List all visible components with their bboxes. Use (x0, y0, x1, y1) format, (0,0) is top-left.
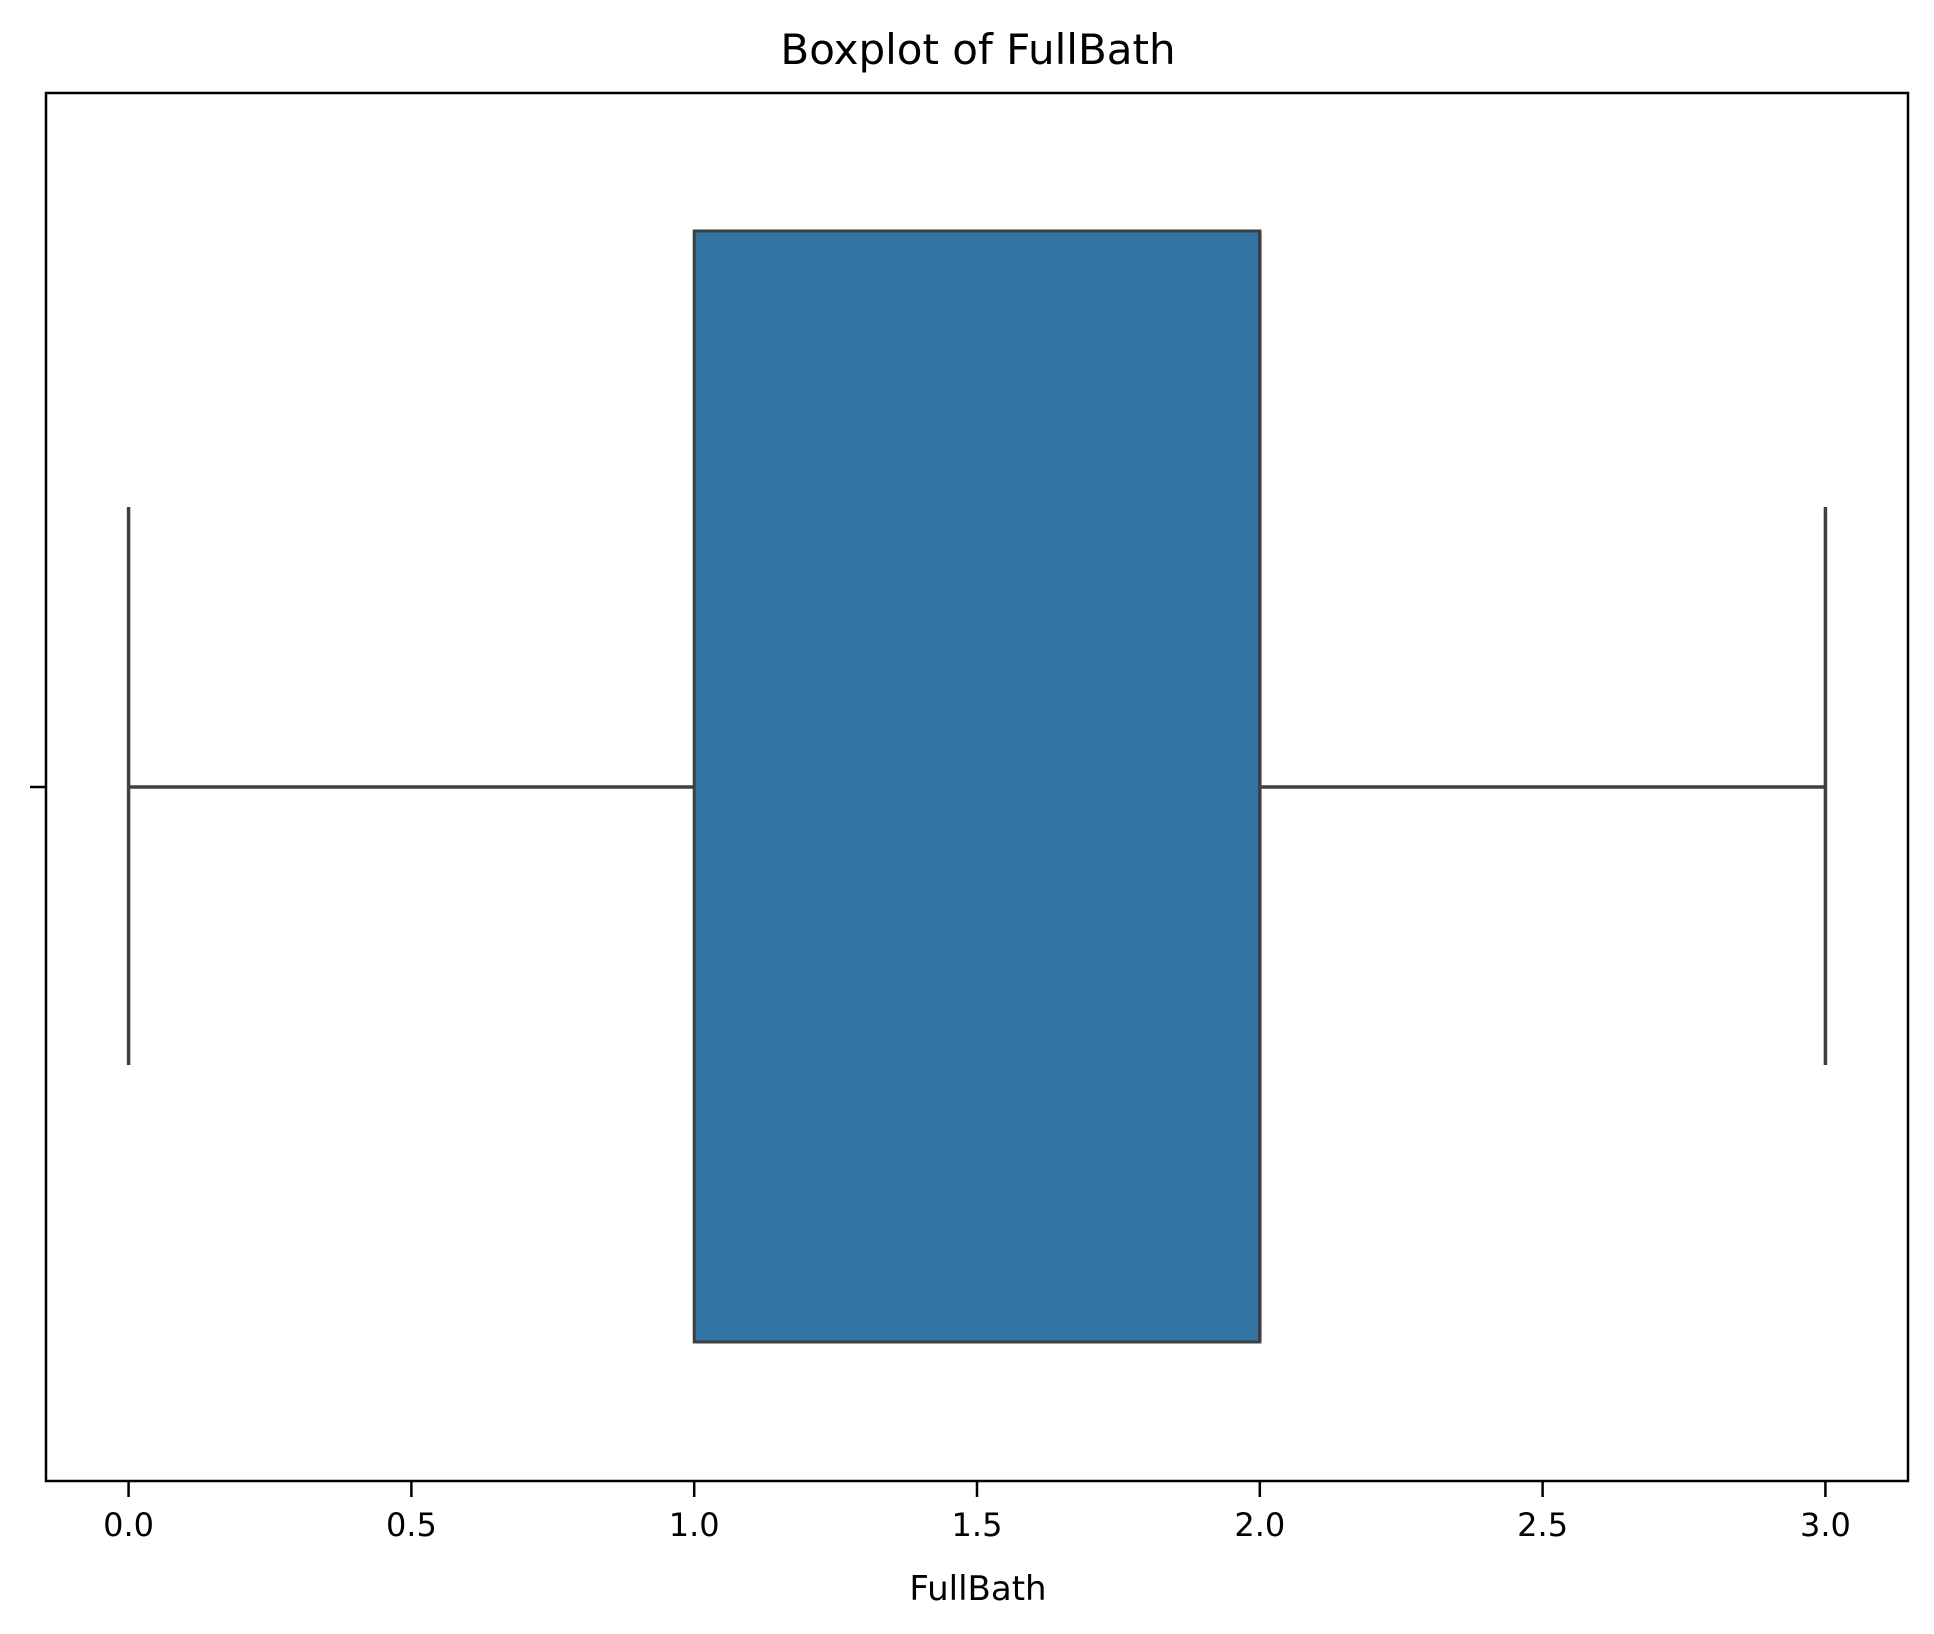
x-axis-ticks: 0.0 0.5 1.0 1.5 2.0 2.5 3.0 (103, 1481, 1851, 1544)
x-tick-label: 2.5 (1517, 1506, 1568, 1544)
x-tick-label: 0.5 (386, 1506, 437, 1544)
x-tick-label: 0.0 (103, 1506, 154, 1544)
x-axis-label: FullBath (909, 1569, 1046, 1609)
x-tick-label: 2.0 (1234, 1506, 1285, 1544)
chart-title: Boxplot of FullBath (780, 25, 1175, 74)
box-group (126, 229, 1828, 1344)
x-tick-label: 1.5 (952, 1506, 1003, 1544)
x-tick-label: 1.0 (669, 1506, 720, 1544)
iqr-box (692, 229, 1262, 1344)
x-tick-label: 3.0 (1800, 1506, 1851, 1544)
